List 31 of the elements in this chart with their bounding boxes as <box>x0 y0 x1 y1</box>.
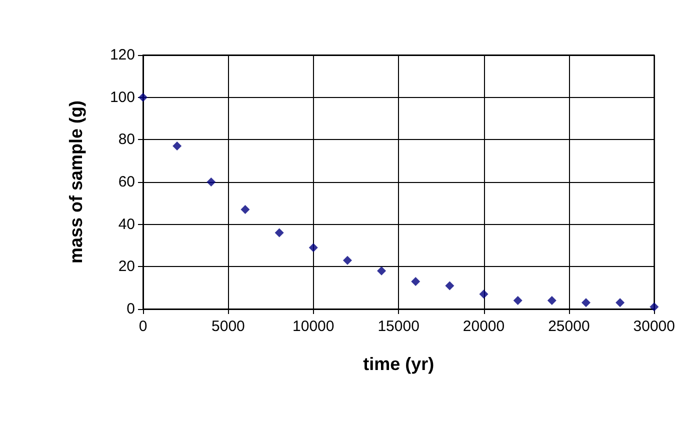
y-tick-label: 60 <box>118 174 135 190</box>
x-tick-label: 30000 <box>633 318 676 335</box>
point <box>513 296 522 306</box>
point <box>308 243 318 252</box>
y-tick-label: 120 <box>110 46 135 64</box>
y-tick-label: 40 <box>118 216 135 233</box>
point <box>240 205 250 214</box>
point <box>581 298 590 308</box>
point <box>547 296 556 306</box>
point <box>274 228 284 238</box>
point <box>206 178 216 186</box>
point <box>650 302 659 312</box>
y-tick-label: 80 <box>118 131 135 148</box>
y-tick-label: 20 <box>118 258 135 276</box>
y-tick-label: 100 <box>110 88 135 106</box>
x-tick-label: 15000 <box>378 318 420 335</box>
point <box>342 256 352 265</box>
point <box>411 276 420 286</box>
x-tick-label: 5000 <box>212 318 245 335</box>
x-tick-label: 25000 <box>548 318 590 335</box>
point <box>479 290 488 299</box>
y-tick-label: 0 <box>126 300 135 318</box>
point <box>445 281 454 290</box>
point <box>616 298 625 308</box>
x-axis-title: time (yr) <box>363 354 434 374</box>
point <box>172 142 182 151</box>
x-tick-label: 10000 <box>292 318 334 335</box>
y-axis-title: mass of sample (g) <box>66 100 86 264</box>
x-tick-label: 0 <box>138 318 148 335</box>
point <box>377 266 386 276</box>
x-tick-label: 20000 <box>462 318 505 335</box>
